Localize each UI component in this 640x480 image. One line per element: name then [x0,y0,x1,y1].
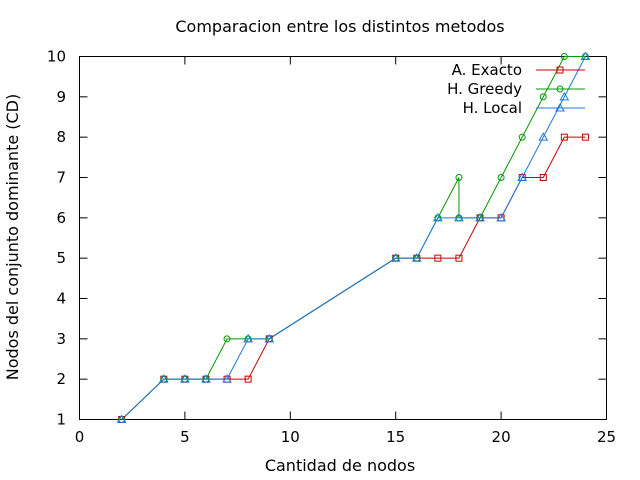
legend-label: H. Local [463,99,522,117]
data-point-s1-14 [518,133,526,141]
y-tick-label: 10 [47,48,66,66]
data-point-s0-5 [244,375,252,383]
chart-title: Comparacion entre los distintos metodos [175,17,504,36]
data-point-s2-10 [454,212,464,222]
data-point-s2-7 [390,253,401,262]
y-tick-label: 9 [56,88,66,106]
data-point-s1-15 [539,93,547,101]
data-point-s0-15 [560,133,568,141]
plot-frame [79,56,607,420]
legend-label: A. Exacto [452,61,522,79]
x-axis-label: Cantidad de nodos [265,456,415,475]
data-point-s2-2 [180,374,190,383]
data-point-s2-16 [580,51,591,60]
x-tick-label: 5 [180,428,190,446]
data-point-s0-10 [455,254,463,262]
data-point-s2-4 [222,374,232,383]
data-point-s2-1 [158,374,169,383]
data-point-s2-12 [496,212,506,222]
x-tick-label: 20 [492,428,511,446]
x-tick-label: 0 [75,428,85,446]
y-tick-label: 5 [56,249,66,267]
data-point-s0-14 [539,174,547,181]
y-tick-label: 7 [56,169,66,187]
x-tick-label: 25 [597,428,616,446]
data-point-s1-13 [497,174,505,181]
data-point-s2-8 [411,253,422,262]
x-tick-label: 15 [386,428,405,446]
series-line-2 [121,56,586,420]
legend-marker [556,85,564,93]
data-point-s2-0 [116,414,127,423]
data-point-s2-3 [201,374,211,383]
series-line-0 [121,136,586,420]
series-lines [121,56,586,420]
data-point-s1-4 [223,335,231,343]
legend-marker [555,102,565,112]
y-tick-label: 1 [56,411,66,429]
y-tick-label: 6 [56,209,66,227]
y-tick-label: 2 [56,370,66,388]
data-point-s1-10 [455,174,463,181]
y-axis-label: Nodos del conjunto dominante (CD) [3,94,22,381]
data-point-s2-15 [559,91,570,101]
data-point-s2-13 [517,172,528,181]
data-point-s2-14 [538,132,549,141]
legend-label: H. Greedy [447,80,522,98]
axis-ticks: 0 5 10 15 20 25 1 2 3 4 5 6 7 8 9 10 [47,48,616,447]
legend-marker [556,66,564,74]
series-markers [116,51,591,423]
data-point-s0-16 [581,133,589,141]
data-point-s2-9 [432,212,443,222]
y-tick-label: 8 [56,128,66,146]
data-point-s2-11 [475,212,485,222]
data-point-s0-9 [434,254,442,262]
y-tick-label: 3 [56,330,66,348]
x-tick-label: 10 [281,428,300,446]
data-point-s1-16 [560,53,568,60]
data-point-s2-5 [243,333,254,343]
data-point-s2-6 [264,333,275,343]
y-tick-label: 4 [56,290,66,308]
